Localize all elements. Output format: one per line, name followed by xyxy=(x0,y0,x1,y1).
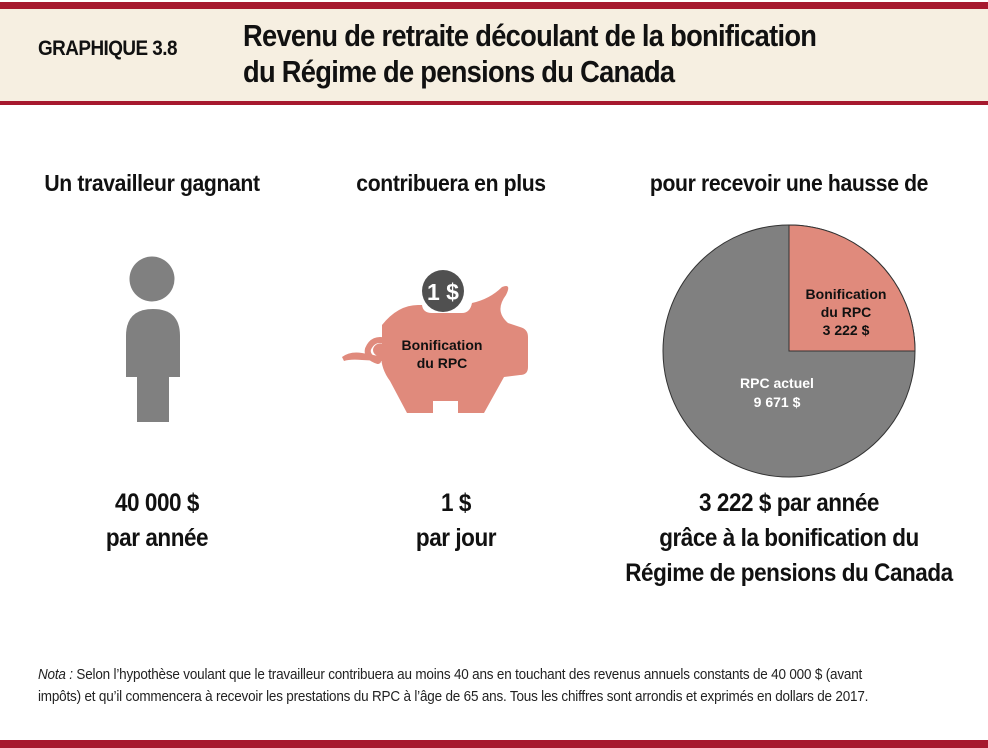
note-text: Selon l’hypothèse voulant que le travail… xyxy=(38,667,869,705)
slice-label-bonification-1: Bonification xyxy=(806,286,887,302)
pig-label-line-1: Bonification xyxy=(402,337,483,353)
benefit-line-2: grâce à la bonification du xyxy=(659,524,919,552)
pig-label-line-2: du RPC xyxy=(417,355,468,371)
pie-slice-bonification xyxy=(788,224,916,352)
bottom-brand-bar xyxy=(0,740,988,748)
piggy-bank-icon: 1 $ Bonification du RPC xyxy=(342,270,528,413)
footnote: Nota : Selon l’hypothèse voulant que le … xyxy=(38,664,894,708)
column-heading-worker: Un travailleur gagnant xyxy=(44,170,260,196)
coin-icon xyxy=(422,270,464,312)
pie-chart: Bonification du RPC 3 222 $ RPC actuel 9… xyxy=(662,224,916,478)
worker-income-amount: 40 000 $ xyxy=(114,489,199,517)
column-heading-benefit: pour recevoir une hausse de xyxy=(649,170,929,196)
note-label: Nota : xyxy=(38,667,73,683)
title-line-1: Revenu de retraite découlant de la bonif… xyxy=(243,18,817,53)
worker-income-value: 40 000 $ par année xyxy=(0,486,328,556)
benefit-amount: 3 222 $ par année xyxy=(699,489,879,517)
header-divider xyxy=(0,101,988,105)
contribution-value: 1 $ par jour xyxy=(285,486,627,556)
worker-income-period: par année xyxy=(105,524,209,552)
figure-number: GRAPHIQUE 3.8 xyxy=(38,37,178,60)
contribution-amount: 1 $ xyxy=(441,489,471,517)
slice-label-rpc-actuel: RPC actuel xyxy=(740,375,814,391)
slice-value-rpc-actuel: 9 671 $ xyxy=(754,394,801,410)
title-line-2: du Régime de pensions du Canada xyxy=(243,54,675,89)
column-heading-contribution: contribuera en plus xyxy=(356,170,546,196)
person-icon xyxy=(126,256,180,422)
slice-label-bonification-2: du RPC xyxy=(821,304,872,320)
benefit-line-3: Régime de pensions du Canada xyxy=(625,559,953,587)
pig-body xyxy=(381,286,528,413)
coin-label: 1 $ xyxy=(427,279,459,305)
contribution-period: par jour xyxy=(415,524,497,552)
slice-value-bonification: 3 222 $ xyxy=(823,322,870,338)
top-brand-bar xyxy=(0,2,988,9)
page-title: Revenu de retraite découlant de la bonif… xyxy=(243,18,817,90)
header-banner xyxy=(0,9,988,101)
benefit-value: 3 222 $ par année grâce à la bonificatio… xyxy=(600,486,978,591)
